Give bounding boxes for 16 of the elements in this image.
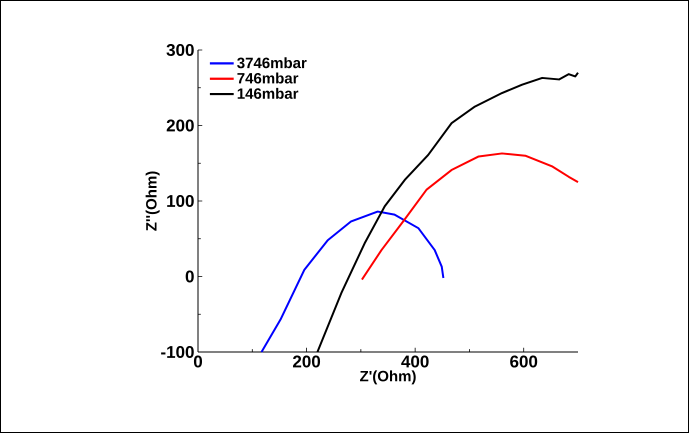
line-series xyxy=(260,210,444,353)
y-tick-label: 300 xyxy=(166,44,194,56)
y-tick-label: 0 xyxy=(186,270,194,283)
y-tick-label: 100 xyxy=(167,194,194,208)
line-series xyxy=(360,152,580,281)
y-tick-label: 200 xyxy=(166,119,194,132)
legend-label: 3746mbar xyxy=(237,57,307,68)
legend-label: 746mbar xyxy=(237,72,298,84)
x-tick-label: 600 xyxy=(510,356,538,368)
x-tick-label: 400 xyxy=(401,356,429,368)
x-axis-title: Z'(Ohm) xyxy=(360,370,416,384)
y-axis-title: Z''(Ohm) xyxy=(146,172,160,231)
x-tick-label: 0 xyxy=(194,356,202,368)
x-tick-label: 200 xyxy=(292,356,320,368)
legend-label: 146mbar xyxy=(238,88,298,99)
y-tick-label: -100 xyxy=(161,346,194,358)
